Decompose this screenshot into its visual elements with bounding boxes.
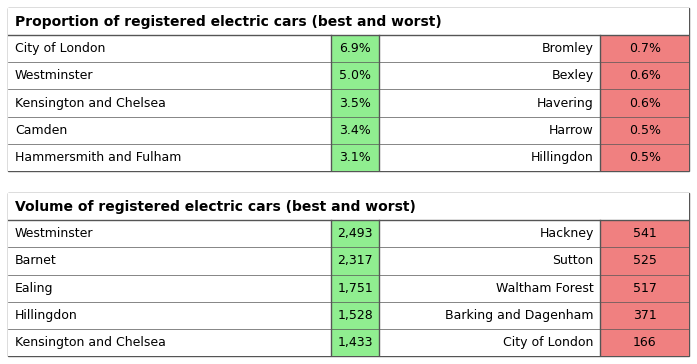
Bar <box>332 329 379 356</box>
Text: Camden: Camden <box>15 124 67 137</box>
Bar <box>8 302 689 329</box>
Bar <box>332 274 379 302</box>
Bar <box>601 302 689 329</box>
Text: Sutton: Sutton <box>553 254 594 268</box>
Text: 0.5%: 0.5% <box>629 124 661 137</box>
Text: Havering: Havering <box>537 96 594 110</box>
Text: Waltham Forest: Waltham Forest <box>496 282 594 294</box>
Bar <box>601 35 689 62</box>
Bar <box>601 144 689 171</box>
Text: 1,528: 1,528 <box>337 309 373 322</box>
Bar <box>332 247 379 274</box>
Text: Hillingdon: Hillingdon <box>531 151 594 164</box>
Bar <box>601 117 689 144</box>
Text: 2,317: 2,317 <box>337 254 373 268</box>
Text: Kensington and Chelsea: Kensington and Chelsea <box>15 96 166 110</box>
Text: 3.4%: 3.4% <box>339 124 372 137</box>
Text: Hillingdon: Hillingdon <box>15 309 77 322</box>
Text: Westminster: Westminster <box>15 227 93 240</box>
Bar <box>332 220 379 247</box>
Bar <box>8 62 689 90</box>
Text: 541: 541 <box>633 227 657 240</box>
Text: 0.5%: 0.5% <box>629 151 661 164</box>
Bar <box>332 117 379 144</box>
Text: City of London: City of London <box>15 42 105 55</box>
Text: 6.9%: 6.9% <box>339 42 372 55</box>
Bar <box>332 302 379 329</box>
Text: Proportion of registered electric cars (best and worst): Proportion of registered electric cars (… <box>15 15 442 29</box>
Text: 166: 166 <box>633 336 657 349</box>
Bar <box>8 90 689 117</box>
Text: 2,493: 2,493 <box>337 227 373 240</box>
Bar <box>601 62 689 90</box>
Bar <box>601 220 689 247</box>
Text: 525: 525 <box>633 254 657 268</box>
Bar <box>8 329 689 356</box>
Bar <box>8 117 689 144</box>
Text: Barking and Dagenham: Barking and Dagenham <box>445 309 594 322</box>
Text: Ealing: Ealing <box>15 282 53 294</box>
Bar <box>332 90 379 117</box>
Text: City of London: City of London <box>503 336 594 349</box>
Text: Hammersmith and Fulham: Hammersmith and Fulham <box>15 151 181 164</box>
Text: Westminster: Westminster <box>15 70 93 82</box>
Bar <box>601 247 689 274</box>
Bar <box>8 8 689 35</box>
Bar <box>8 220 689 247</box>
Bar <box>8 193 689 220</box>
Bar <box>8 274 689 302</box>
Bar <box>601 90 689 117</box>
Text: 1,751: 1,751 <box>337 282 373 294</box>
Bar <box>332 62 379 90</box>
Text: 371: 371 <box>633 309 657 322</box>
Text: Bexley: Bexley <box>551 70 594 82</box>
Bar <box>601 329 689 356</box>
Text: 0.6%: 0.6% <box>629 96 661 110</box>
Text: 517: 517 <box>633 282 657 294</box>
Text: Kensington and Chelsea: Kensington and Chelsea <box>15 336 166 349</box>
Text: Bromley: Bromley <box>542 42 594 55</box>
Text: 3.5%: 3.5% <box>339 96 372 110</box>
Text: Volume of registered electric cars (best and worst): Volume of registered electric cars (best… <box>15 199 415 214</box>
Bar <box>601 274 689 302</box>
Bar <box>332 144 379 171</box>
Text: Hackney: Hackney <box>539 227 594 240</box>
Text: 3.1%: 3.1% <box>339 151 372 164</box>
Text: 0.6%: 0.6% <box>629 70 661 82</box>
Bar <box>8 247 689 274</box>
Bar <box>8 35 689 62</box>
Text: 0.7%: 0.7% <box>629 42 661 55</box>
Bar <box>8 144 689 171</box>
Text: Harrow: Harrow <box>549 124 594 137</box>
Text: 5.0%: 5.0% <box>339 70 372 82</box>
Text: 1,433: 1,433 <box>337 336 373 349</box>
Text: Barnet: Barnet <box>15 254 56 268</box>
Bar <box>332 35 379 62</box>
